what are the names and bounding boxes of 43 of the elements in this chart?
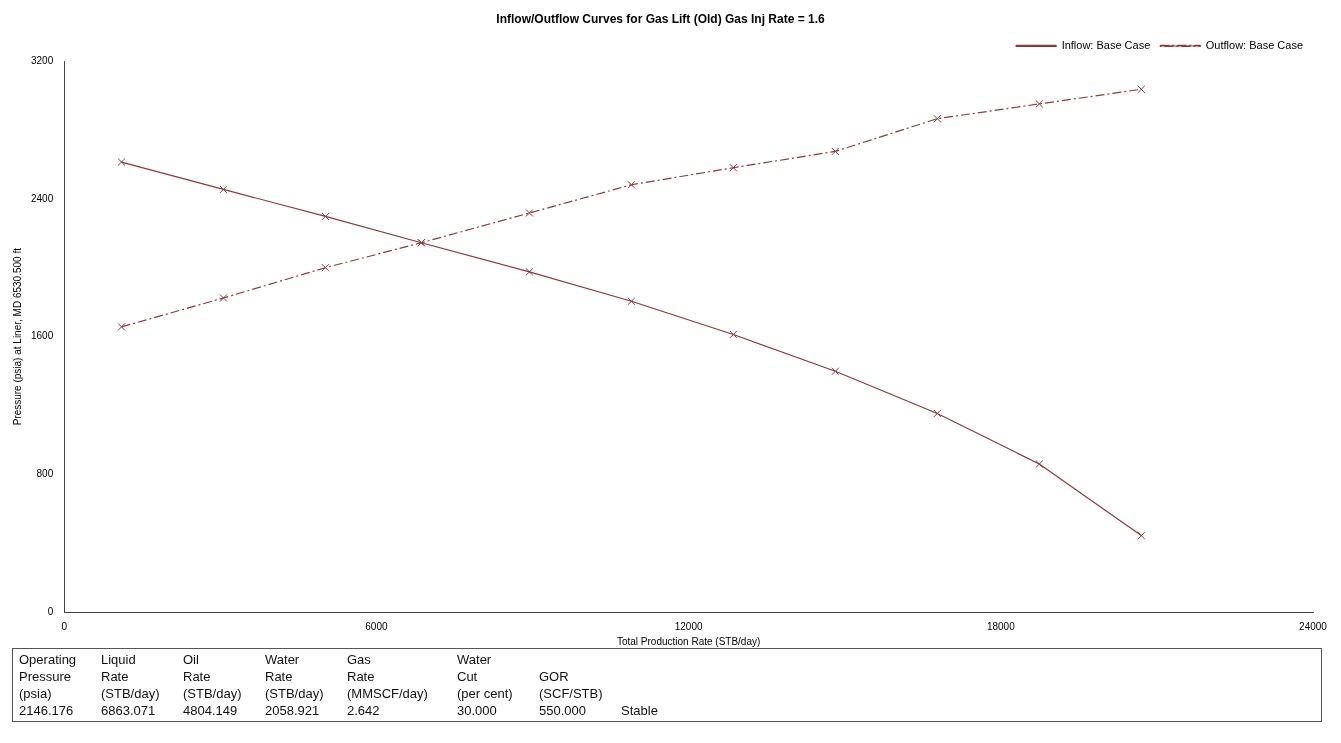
y-tick-label: 1600 <box>31 330 54 342</box>
chart-title: Inflow/Outflow Curves for Gas Lift (Old) Gas Inj Rate = 1.6 <box>496 11 826 26</box>
point <box>627 297 636 306</box>
point <box>627 180 636 189</box>
text: Stable <box>621 702 659 719</box>
y-tick-label: 2400 <box>31 192 54 204</box>
point <box>831 147 840 156</box>
text: Water Rate (STB/day) 2058.921 <box>265 651 325 719</box>
point <box>933 409 942 418</box>
text: Water Cut (per cent) 30.000 <box>457 651 514 719</box>
point <box>1137 85 1146 94</box>
point <box>525 267 534 276</box>
text: Liquid Rate (STB/day) 6863.071 <box>101 651 161 719</box>
text: GOR (SCF/STB) 550.000 <box>539 668 604 719</box>
point <box>729 330 738 339</box>
y-tick-label: 0 <box>47 605 54 617</box>
point <box>1035 99 1044 108</box>
point <box>219 293 228 303</box>
text: Gas Rate (MMSCF/day) 2.642 <box>347 651 429 719</box>
point <box>1137 531 1146 540</box>
point <box>831 367 840 376</box>
x-tick-label: 6000 <box>365 620 388 632</box>
point <box>729 163 738 172</box>
point <box>219 185 228 194</box>
legend-label: Inflow: Base Case <box>1061 38 1151 51</box>
point <box>321 212 330 221</box>
x-tick-label: 12000 <box>674 620 703 632</box>
point <box>933 114 942 123</box>
legend-label: Outflow: Base Case <box>1205 38 1304 51</box>
point <box>525 208 534 218</box>
x-tick-label: 24000 <box>1299 620 1328 632</box>
x-tick-label: 0 <box>61 620 68 632</box>
point <box>117 158 126 167</box>
x-axis-title: Total Production Rate (STB/day) <box>616 635 761 647</box>
y-axis-title: Pressure (psia) at Liner, MD 6530.500 ft <box>11 247 23 426</box>
y-tick-label: 800 <box>36 468 54 480</box>
point <box>1035 459 1044 469</box>
y-tick-label: 3200 <box>31 55 54 67</box>
x-tick-label: 18000 <box>986 620 1016 632</box>
text: Oil Rate (STB/day) 4804.149 <box>183 651 243 719</box>
point <box>117 322 126 331</box>
text: Operating Pressure (psia) 2146.176 <box>19 651 78 719</box>
point <box>321 263 330 272</box>
